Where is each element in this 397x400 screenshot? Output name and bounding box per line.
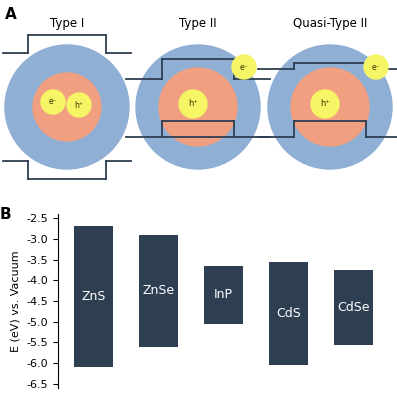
Circle shape bbox=[67, 93, 91, 117]
Text: Type II: Type II bbox=[179, 17, 217, 30]
Circle shape bbox=[268, 45, 392, 169]
Text: InP: InP bbox=[214, 288, 233, 301]
Text: e⁻: e⁻ bbox=[372, 62, 380, 72]
Circle shape bbox=[291, 68, 369, 146]
Bar bbox=[334, 270, 373, 344]
Text: A: A bbox=[5, 7, 17, 22]
Bar bbox=[204, 266, 243, 324]
Text: e⁻: e⁻ bbox=[240, 62, 248, 72]
Text: CdS: CdS bbox=[276, 307, 301, 320]
Circle shape bbox=[364, 55, 388, 79]
Text: h⁺: h⁺ bbox=[75, 100, 83, 110]
Text: h⁺: h⁺ bbox=[188, 100, 198, 108]
Bar bbox=[139, 235, 178, 346]
Text: Type I: Type I bbox=[50, 17, 84, 30]
Text: ZnS: ZnS bbox=[81, 290, 106, 303]
Circle shape bbox=[311, 90, 339, 118]
Circle shape bbox=[33, 73, 101, 141]
Circle shape bbox=[159, 68, 237, 146]
Circle shape bbox=[41, 90, 65, 114]
Circle shape bbox=[136, 45, 260, 169]
Text: e⁻: e⁻ bbox=[49, 98, 57, 106]
Text: CdSe: CdSe bbox=[337, 301, 370, 314]
Y-axis label: E (eV) vs. Vacuum: E (eV) vs. Vacuum bbox=[11, 250, 21, 352]
Text: B: B bbox=[0, 207, 11, 222]
Text: Quasi-Type II: Quasi-Type II bbox=[293, 17, 367, 30]
Text: h⁺: h⁺ bbox=[320, 100, 330, 108]
Circle shape bbox=[232, 55, 256, 79]
Text: ZnSe: ZnSe bbox=[142, 284, 174, 297]
Circle shape bbox=[5, 45, 129, 169]
Bar bbox=[269, 262, 308, 365]
Circle shape bbox=[179, 90, 207, 118]
Bar bbox=[74, 226, 113, 367]
